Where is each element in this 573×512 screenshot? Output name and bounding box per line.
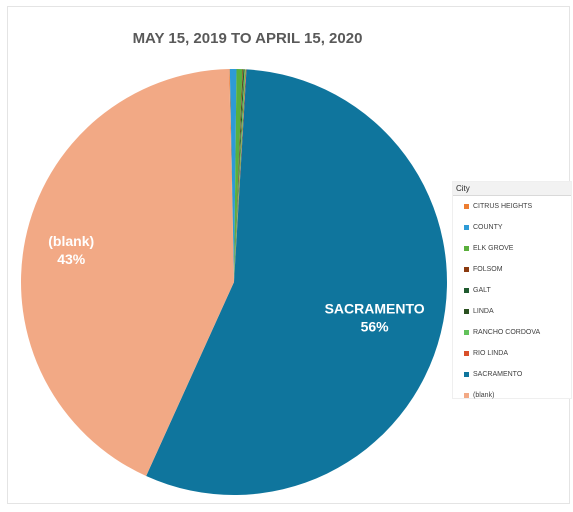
legend-swatch [464, 309, 469, 314]
legend-item-elk-grove[interactable]: ELK GROVE [453, 238, 571, 259]
legend-label: ELK GROVE [473, 245, 514, 252]
legend-swatch [464, 372, 469, 377]
legend-swatch [464, 225, 469, 230]
pie-slice-linda [234, 69, 245, 282]
legend-item-folsom[interactable]: FOLSOM [453, 259, 571, 280]
legend: City CITRUS HEIGHTS COUNTY ELK GROVE FOLSOM… [452, 181, 572, 399]
legend-swatch [464, 330, 469, 335]
pie-slice-elk-grove [234, 69, 243, 282]
legend-label: SACRAMENTO [473, 371, 523, 378]
legend-swatch [464, 267, 469, 272]
legend-label: FOLSOM [473, 266, 503, 273]
legend-label: (blank) [473, 392, 495, 399]
data-label-sacramento: SACRAMENTO [325, 301, 425, 317]
legend-swatch [464, 204, 469, 209]
pie-slice-folsom [234, 69, 244, 283]
legend-swatch [464, 351, 469, 356]
pie-slice-rancho-cordova [234, 69, 246, 282]
legend-item-blank[interactable]: (blank) [453, 385, 571, 406]
legend-label: RIO LINDA [473, 350, 509, 357]
legend-item-linda[interactable]: LINDA [453, 301, 571, 322]
legend-item-county[interactable]: COUNTY [453, 217, 571, 238]
legend-swatch [464, 288, 469, 293]
chart-title: MAY 15, 2019 TO APRIL 15, 2020 [132, 30, 363, 47]
legend-item-citrus-heights[interactable]: CITRUS HEIGHTS [453, 196, 571, 217]
legend-swatch [464, 393, 469, 398]
legend-label: CITRUS HEIGHTS [473, 203, 533, 210]
legend-label: RANCHO CORDOVA [473, 329, 541, 336]
pie-slice-galt [234, 69, 244, 282]
data-label-percent-sacramento: 56% [361, 319, 390, 335]
legend-item-sacramento[interactable]: SACRAMENTO [453, 364, 571, 385]
legend-item-rio-linda[interactable]: RIO LINDA [453, 343, 571, 364]
legend-title: City [453, 182, 571, 196]
data-label-blank: (blank) [48, 233, 94, 249]
pie-slice-county [229, 68, 237, 282]
pie-slice-rio-linda [234, 69, 247, 282]
legend-item-rancho-cordova[interactable]: RANCHO CORDOVA [453, 322, 571, 343]
legend-label: COUNTY [473, 224, 503, 231]
legend-label: GALT [473, 287, 491, 294]
pie-slice-citrus-heights [229, 69, 234, 282]
pie-slice-blank [21, 69, 234, 477]
legend-list: CITRUS HEIGHTS COUNTY ELK GROVE FOLSOM GALT L… [453, 196, 571, 406]
legend-label: LINDA [473, 308, 494, 315]
legend-swatch [464, 246, 469, 251]
data-label-percent-blank: 43% [57, 251, 86, 267]
legend-item-galt[interactable]: GALT [453, 280, 571, 301]
pie-slice-sacramento [146, 69, 448, 495]
